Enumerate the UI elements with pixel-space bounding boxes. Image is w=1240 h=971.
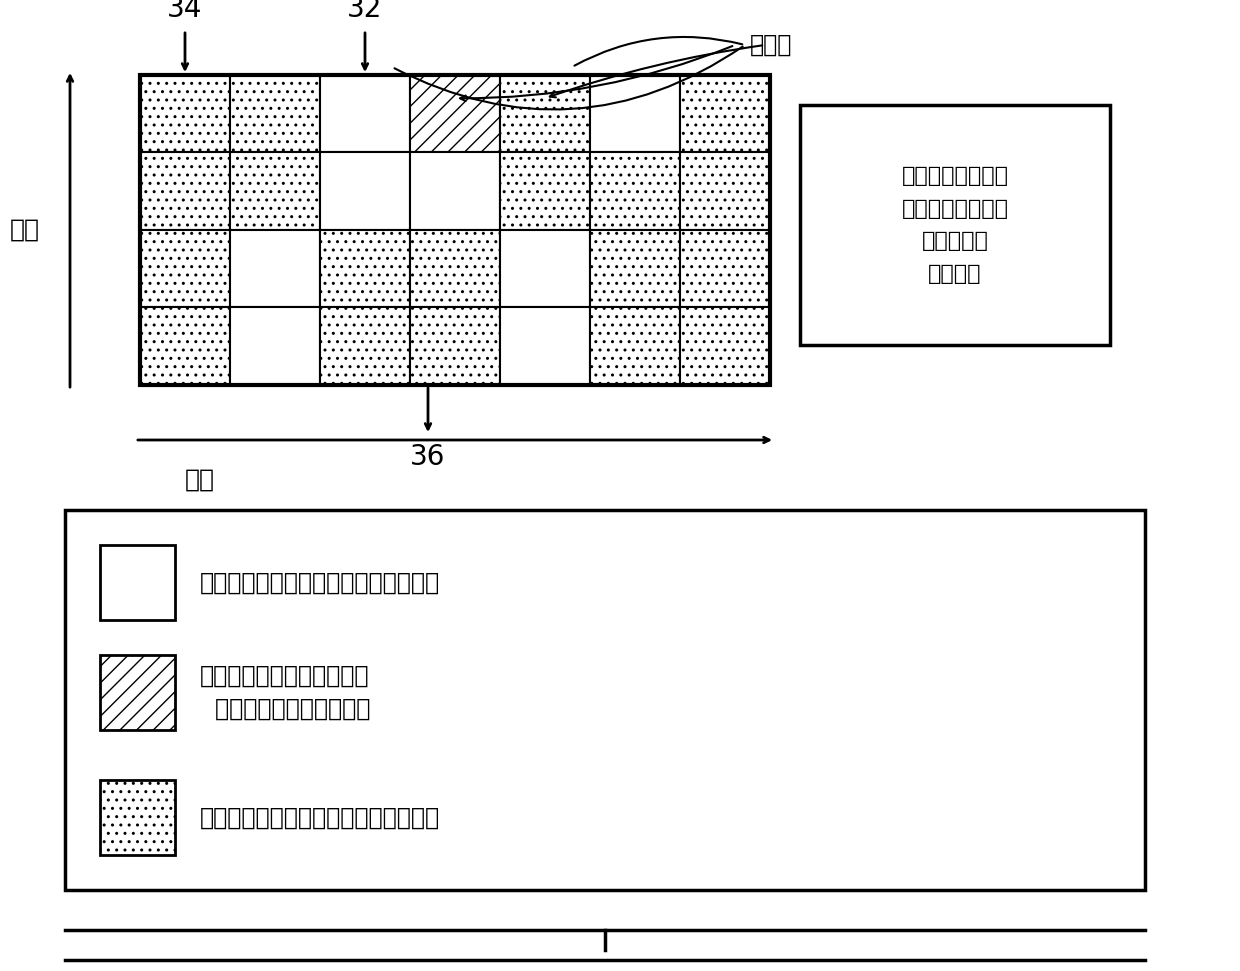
Bar — [140, 75, 770, 385]
Bar — [590, 75, 680, 152]
Text: 在同一干扰群组内
没有频率时间空间
中的上行和
下行重叠: 在同一干扰群组内 没有频率时间空间 中的上行和 下行重叠 — [901, 166, 1008, 285]
Bar — [100, 545, 175, 620]
Bar — [680, 230, 770, 308]
Text: 用于上行（发送）的块，表示为上行块: 用于上行（发送）的块，表示为上行块 — [200, 571, 440, 594]
Bar — [410, 308, 500, 385]
Bar — [100, 655, 175, 730]
Bar — [320, 152, 410, 230]
Bar — [320, 230, 410, 308]
Bar — [500, 75, 590, 152]
Bar — [320, 75, 410, 152]
Text: 32: 32 — [347, 0, 383, 23]
Bar — [680, 75, 770, 152]
Bar — [500, 152, 590, 230]
Text: 用于下行（接收）的块，表示为下行块: 用于下行（接收）的块，表示为下行块 — [200, 806, 440, 829]
Bar — [410, 230, 500, 308]
Bar — [229, 75, 320, 152]
Bar — [140, 75, 229, 152]
Bar — [410, 75, 500, 152]
Bar — [320, 308, 410, 385]
Bar — [800, 105, 1110, 345]
Bar — [229, 152, 320, 230]
Text: 时间: 时间 — [185, 468, 215, 492]
Bar — [590, 308, 680, 385]
Bar — [590, 230, 680, 308]
Bar — [140, 230, 229, 308]
Bar — [500, 308, 590, 385]
Bar — [229, 308, 320, 385]
Bar — [64, 510, 1145, 890]
Bar — [140, 152, 229, 230]
Bar — [590, 152, 680, 230]
Text: 保护时间（为了解决下行和
  上行定时的任何不对齐）: 保护时间（为了解决下行和 上行定时的任何不对齐） — [200, 664, 371, 721]
Bar — [680, 152, 770, 230]
Text: 资源块: 资源块 — [750, 33, 792, 57]
Bar — [500, 230, 590, 308]
Text: 频率: 频率 — [10, 218, 40, 242]
Text: 36: 36 — [410, 443, 445, 471]
Bar — [100, 780, 175, 855]
Text: 34: 34 — [167, 0, 202, 23]
Bar — [140, 308, 229, 385]
Bar — [410, 152, 500, 230]
Bar — [229, 230, 320, 308]
Bar — [680, 308, 770, 385]
